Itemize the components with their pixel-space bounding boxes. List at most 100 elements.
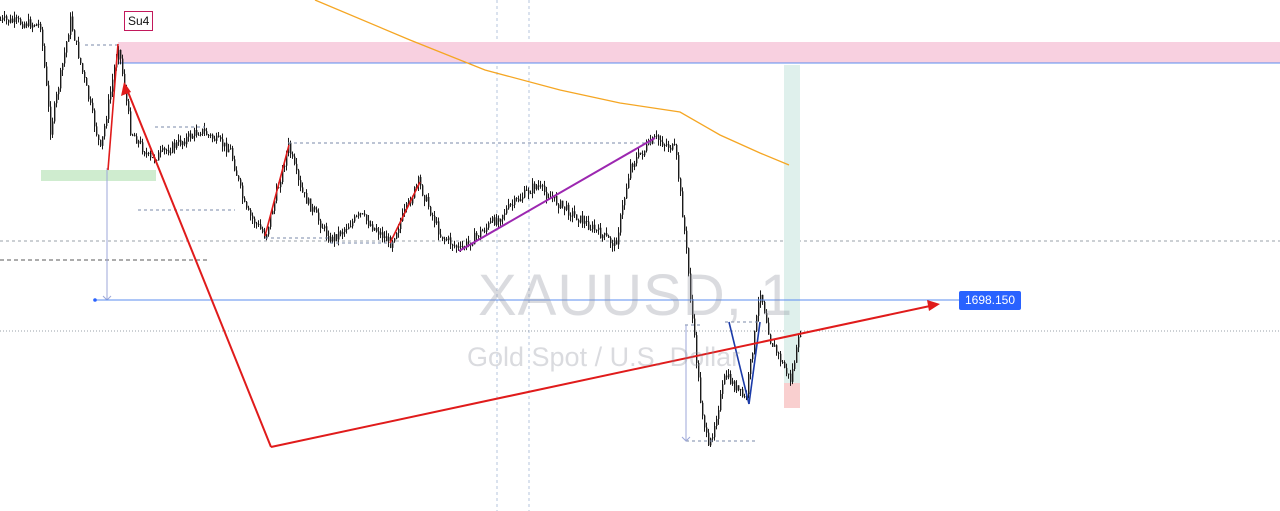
candle-body bbox=[502, 215, 504, 220]
candle-body bbox=[574, 211, 576, 215]
projection-arrow-line bbox=[125, 86, 272, 448]
candle-body bbox=[170, 152, 172, 154]
candle-body bbox=[106, 119, 108, 127]
zones-layer bbox=[41, 42, 1280, 408]
candle-body bbox=[558, 204, 560, 209]
trend-line-blue bbox=[728, 321, 750, 405]
candle-body bbox=[634, 163, 636, 167]
moving-average-line bbox=[314, 0, 790, 166]
candle-body bbox=[98, 134, 100, 140]
candle-body bbox=[180, 139, 182, 145]
watermark-description: Gold Spot / U.S. Dollar bbox=[467, 342, 741, 372]
candle-body bbox=[12, 18, 14, 23]
candle-body bbox=[50, 106, 52, 135]
candle-body bbox=[72, 16, 74, 31]
candle-body bbox=[580, 215, 582, 223]
candle-body bbox=[304, 192, 306, 194]
candle-body bbox=[40, 23, 42, 30]
candle-body bbox=[712, 437, 714, 439]
candle-body bbox=[660, 139, 662, 142]
candle-body bbox=[758, 302, 760, 316]
candle-body bbox=[168, 150, 170, 154]
candle-body bbox=[18, 18, 20, 20]
candle-body bbox=[426, 196, 428, 202]
candle-body bbox=[688, 248, 690, 274]
candle-body bbox=[592, 224, 594, 230]
candle-body bbox=[256, 223, 258, 225]
candle-body bbox=[204, 128, 206, 132]
candle-body bbox=[454, 245, 456, 247]
candle-body bbox=[336, 234, 338, 240]
candle-body bbox=[584, 220, 586, 224]
candle-body bbox=[446, 238, 448, 241]
candle-body bbox=[2, 17, 4, 20]
candle-body bbox=[166, 150, 168, 152]
candle-body bbox=[598, 227, 600, 230]
candle-body bbox=[622, 205, 624, 215]
candle-body bbox=[0, 19, 2, 21]
candle-body bbox=[526, 189, 528, 191]
candle-body bbox=[330, 236, 332, 242]
candle-body bbox=[270, 214, 272, 227]
candle-body bbox=[356, 215, 358, 217]
candle-body bbox=[520, 199, 522, 202]
candle-body bbox=[750, 359, 752, 375]
candle-body bbox=[314, 207, 316, 210]
candle-body bbox=[160, 150, 162, 153]
candle-body bbox=[654, 135, 656, 138]
candle-body bbox=[482, 230, 484, 232]
candle-body bbox=[646, 144, 648, 151]
candle-body bbox=[554, 195, 556, 199]
candle-body bbox=[370, 224, 372, 226]
candle-body bbox=[774, 345, 776, 347]
candle-body bbox=[88, 85, 90, 100]
candle-body bbox=[352, 221, 354, 227]
candle-body bbox=[6, 16, 8, 20]
candle-body bbox=[696, 335, 698, 363]
candle-body bbox=[48, 85, 50, 107]
candle-body bbox=[82, 63, 84, 72]
candle-body bbox=[134, 134, 136, 137]
candle-body bbox=[198, 134, 200, 136]
candle-body bbox=[146, 153, 148, 155]
candle-body bbox=[762, 294, 764, 302]
candle-body bbox=[392, 241, 394, 248]
candle-body bbox=[386, 236, 388, 242]
candle-body bbox=[100, 139, 102, 146]
candle-body bbox=[242, 185, 244, 199]
candle-body bbox=[16, 17, 18, 19]
candle-body bbox=[542, 185, 544, 187]
candle-body bbox=[562, 200, 564, 207]
candle-body bbox=[266, 234, 268, 238]
candle-body bbox=[628, 178, 630, 188]
candle-body bbox=[382, 232, 384, 239]
candle-body bbox=[458, 246, 460, 248]
candle-body bbox=[674, 143, 676, 145]
candle-body bbox=[122, 58, 124, 74]
candle-body bbox=[596, 229, 598, 231]
candle-body bbox=[768, 322, 770, 335]
candle-body bbox=[608, 235, 610, 238]
candle-body bbox=[188, 133, 190, 137]
candle-body bbox=[740, 389, 742, 391]
candle-body bbox=[492, 217, 494, 222]
su4-label[interactable]: Su4 bbox=[124, 11, 154, 31]
candle-body bbox=[564, 206, 566, 210]
candle-body bbox=[434, 215, 436, 224]
candle-body bbox=[120, 49, 122, 59]
candle-body bbox=[186, 136, 188, 145]
candle-body bbox=[378, 231, 380, 235]
candle-body bbox=[216, 135, 218, 141]
candle-body bbox=[262, 229, 264, 233]
price-level-label[interactable]: 1698.150 bbox=[959, 291, 1021, 310]
candle-body bbox=[476, 232, 478, 236]
candle-body bbox=[626, 187, 628, 199]
impulse-line bbox=[389, 181, 421, 244]
candle-body bbox=[588, 221, 590, 230]
candle-body bbox=[474, 232, 476, 245]
candle-body bbox=[28, 19, 30, 26]
candle-body bbox=[510, 204, 512, 206]
candle-body bbox=[206, 131, 208, 136]
